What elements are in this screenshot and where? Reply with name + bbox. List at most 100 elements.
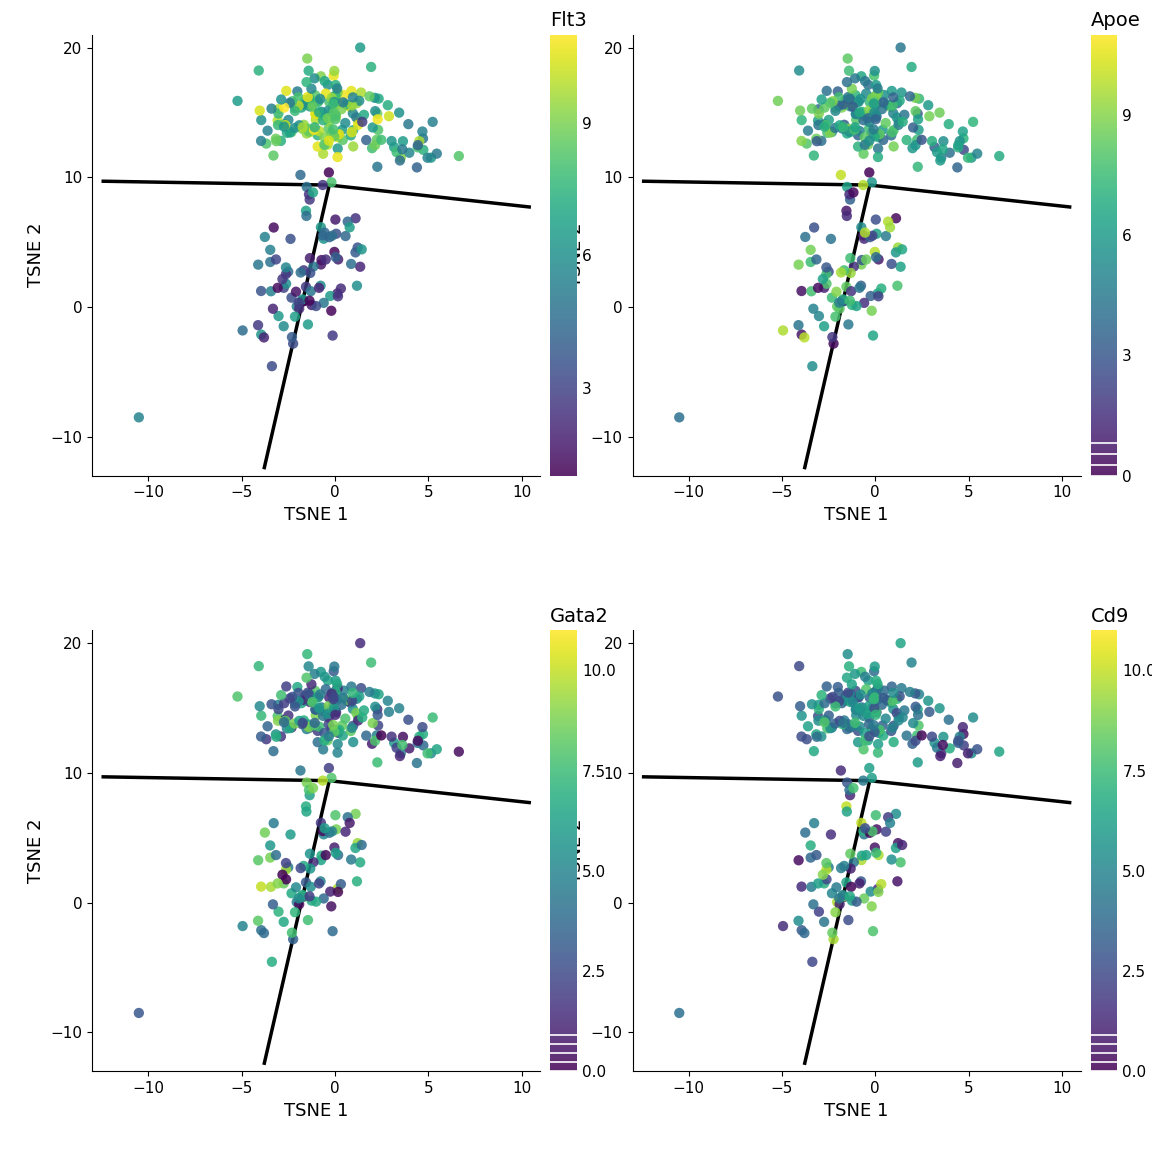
Point <box>890 687 909 705</box>
Point <box>832 264 850 282</box>
Point <box>263 357 281 376</box>
Point <box>847 105 865 123</box>
Point <box>306 706 325 725</box>
Point <box>370 685 388 704</box>
Point <box>313 144 332 162</box>
Point <box>294 888 312 907</box>
Point <box>863 897 881 916</box>
Point <box>964 113 983 131</box>
Point <box>297 802 316 820</box>
Point <box>867 225 886 243</box>
Point <box>301 844 319 863</box>
Point <box>849 126 867 144</box>
Point <box>867 688 886 706</box>
Point <box>276 712 295 730</box>
Point <box>291 761 310 780</box>
Point <box>884 699 902 718</box>
Point <box>293 887 311 905</box>
Point <box>841 264 859 282</box>
Text: Gata2: Gata2 <box>551 607 609 626</box>
Point <box>324 94 342 113</box>
Point <box>268 116 287 135</box>
Point <box>252 282 271 301</box>
Point <box>341 813 359 832</box>
Point <box>825 334 843 353</box>
Point <box>414 718 432 736</box>
Point <box>301 89 319 107</box>
Point <box>865 658 884 676</box>
Point <box>270 700 288 719</box>
Point <box>867 691 886 710</box>
Point <box>296 691 314 710</box>
Point <box>907 136 925 154</box>
Point <box>323 720 341 738</box>
Point <box>349 711 367 729</box>
Point <box>881 813 900 832</box>
Point <box>855 229 873 248</box>
Point <box>367 726 386 744</box>
Point <box>298 683 317 702</box>
Point <box>316 107 334 126</box>
Point <box>909 717 927 735</box>
Point <box>320 727 339 745</box>
Point <box>841 690 859 708</box>
Point <box>313 111 332 129</box>
Point <box>789 316 808 334</box>
Point <box>804 742 823 760</box>
Point <box>793 282 811 301</box>
Point <box>351 854 370 872</box>
Point <box>827 878 846 896</box>
Point <box>852 851 871 870</box>
Point <box>275 711 294 729</box>
Point <box>270 306 288 325</box>
Point <box>300 718 318 736</box>
Point <box>274 317 293 335</box>
Point <box>380 107 399 126</box>
Point <box>252 920 271 939</box>
Point <box>325 699 343 718</box>
Point <box>849 688 867 706</box>
Point <box>802 848 820 866</box>
Point <box>846 665 864 683</box>
Point <box>834 888 852 907</box>
Point <box>303 691 321 710</box>
Point <box>884 692 902 711</box>
Point <box>275 98 294 116</box>
Point <box>802 241 820 259</box>
Point <box>314 889 333 908</box>
Point <box>865 722 884 741</box>
Point <box>818 719 836 737</box>
Point <box>865 243 884 262</box>
Point <box>882 722 901 741</box>
Point <box>372 726 391 744</box>
Point <box>867 843 886 862</box>
Point <box>422 744 440 763</box>
Point <box>828 297 847 316</box>
Point <box>316 128 334 146</box>
Point <box>276 116 295 135</box>
Point <box>309 126 327 144</box>
Point <box>313 741 332 759</box>
Point <box>865 67 884 85</box>
Point <box>863 698 881 717</box>
Point <box>297 773 316 791</box>
Point <box>907 101 925 120</box>
Point <box>874 93 893 112</box>
Point <box>812 685 831 704</box>
Point <box>808 132 826 151</box>
Point <box>834 118 852 136</box>
Point <box>327 107 346 126</box>
Point <box>821 689 840 707</box>
Point <box>319 164 338 182</box>
Point <box>831 889 849 908</box>
Point <box>793 878 811 896</box>
Point <box>816 98 834 116</box>
Point <box>810 105 828 123</box>
Point <box>338 96 356 114</box>
Point <box>298 715 317 734</box>
Point <box>290 895 309 914</box>
Point <box>879 96 897 114</box>
Point <box>282 328 301 347</box>
Point <box>279 858 297 877</box>
Point <box>301 684 319 703</box>
